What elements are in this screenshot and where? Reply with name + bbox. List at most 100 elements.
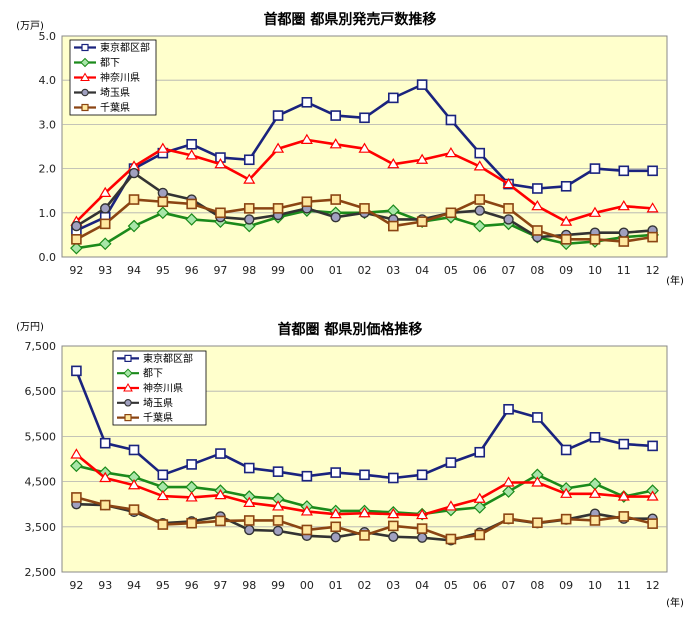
- data-point: [215, 448, 226, 459]
- data-point: [300, 505, 313, 516]
- data-point: [502, 476, 515, 487]
- data-point: [157, 196, 169, 208]
- x-tick-label: 96: [185, 264, 199, 277]
- data-point: [100, 203, 111, 214]
- series-0: [71, 365, 658, 484]
- chart-title: 首都圏 都県別発売戸数推移: [264, 11, 437, 28]
- x-tick-label: 99: [271, 579, 285, 592]
- data-point: [617, 199, 630, 211]
- data-point: [416, 153, 429, 164]
- x-tick-label: 97: [213, 579, 227, 592]
- x-tick-label: 08: [530, 264, 544, 277]
- y-tick-label: 1.0: [39, 207, 57, 220]
- data-point: [330, 110, 341, 121]
- data-point: [416, 532, 428, 543]
- x-tick-label: 03: [386, 264, 400, 277]
- data-point: [157, 187, 169, 199]
- data-point: [646, 202, 659, 213]
- data-point: [503, 513, 514, 524]
- data-point: [473, 160, 486, 171]
- data-point: [272, 515, 284, 526]
- data-point: [127, 479, 141, 490]
- x-tick-label: 98: [242, 579, 256, 592]
- chart-sales-units: 首都圏 都県別発売戸数推移 (万戸) 0.0 1.0 2.0 3.0 4.0 5.0 92 93 9…: [16, 11, 684, 287]
- data-point: [330, 521, 341, 533]
- legend-marker: [123, 368, 133, 378]
- data-point: [503, 203, 514, 214]
- data-point: [388, 92, 399, 104]
- data-point: [185, 149, 198, 160]
- x-tick-label: 93: [98, 264, 112, 277]
- x-tick-label: 10: [588, 264, 602, 277]
- data-point: [156, 142, 169, 153]
- data-point: [330, 212, 341, 223]
- data-point: [214, 488, 227, 500]
- data-point: [532, 225, 543, 236]
- data-point: [243, 515, 255, 526]
- x-tick-label: 96: [185, 579, 199, 592]
- x-tick-label: 09: [559, 579, 573, 592]
- data-point: [244, 524, 255, 536]
- data-point: [186, 198, 197, 210]
- data-point: [387, 157, 400, 169]
- data-point: [358, 507, 371, 518]
- data-point: [215, 515, 226, 527]
- x-tick-label: 04: [415, 579, 429, 592]
- legend-marker: [124, 399, 132, 407]
- data-point: [70, 448, 83, 459]
- series-2: [70, 133, 659, 226]
- data-point: [98, 237, 112, 251]
- y-tick-label: 3.0: [39, 118, 57, 131]
- x-tick-label: 04: [415, 264, 429, 277]
- data-point: [301, 196, 313, 208]
- data-point: [647, 231, 658, 243]
- x-tick-label: 01: [329, 264, 343, 277]
- x-tick-label: 95: [156, 579, 170, 592]
- x-tick-label: 00: [300, 264, 314, 277]
- data-point: [617, 490, 630, 501]
- data-point: [502, 177, 515, 189]
- legend-marker: [124, 414, 132, 422]
- data-point: [244, 214, 255, 225]
- data-point: [473, 219, 487, 233]
- data-point: [99, 437, 111, 449]
- y-unit-label: (万戸): [16, 20, 44, 32]
- legend-label: 千葉県: [143, 411, 173, 424]
- legend-label: 埼玉県: [100, 86, 130, 99]
- y-tick-label: 5,500: [25, 430, 57, 443]
- data-point: [588, 487, 602, 498]
- x-tick-label: 02: [358, 579, 372, 592]
- data-point: [474, 446, 486, 458]
- data-point: [388, 520, 399, 532]
- data-point: [128, 504, 140, 515]
- data-point: [416, 79, 428, 90]
- x-tick-label: 01: [329, 579, 343, 592]
- data-point: [532, 183, 543, 194]
- data-point: [243, 154, 255, 166]
- data-point: [388, 531, 399, 542]
- data-point: [71, 492, 82, 503]
- data-point: [646, 490, 659, 501]
- data-point: [214, 157, 227, 169]
- data-point: [128, 194, 140, 205]
- x-tick-label: 92: [69, 264, 83, 277]
- data-point: [359, 530, 370, 541]
- data-point: [445, 207, 457, 219]
- data-point: [330, 467, 341, 478]
- data-point: [272, 466, 284, 477]
- data-point: [99, 499, 111, 511]
- data-point: [532, 517, 543, 529]
- data-point: [185, 491, 198, 502]
- data-point: [474, 529, 486, 541]
- data-point: [185, 213, 198, 226]
- series-4: [71, 194, 658, 247]
- y-tick-label: 4,500: [25, 476, 57, 489]
- data-point: [71, 234, 82, 245]
- data-point: [329, 507, 342, 519]
- y-tick-label: 5.0: [39, 30, 57, 43]
- data-point: [618, 165, 630, 177]
